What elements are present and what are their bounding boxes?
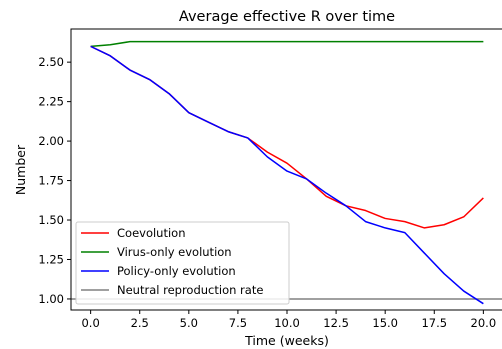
legend-label: Policy-only evolution — [117, 264, 236, 278]
y-axis-ticks: 1.00 1.25 1.50 1.75 2.00 2.25 2.50 — [38, 55, 71, 306]
legend-frame — [75, 221, 290, 305]
y-tick-label: 1.25 — [38, 252, 64, 266]
x-axis-label: Time (weeks) — [244, 333, 329, 348]
y-tick-label: 2.25 — [38, 95, 64, 109]
x-tick-label: 0.0 — [81, 316, 99, 330]
x-tick-label: 15.0 — [372, 316, 398, 330]
y-axis-label: Number — [13, 144, 28, 195]
y-tick-label: 2.00 — [38, 134, 64, 148]
x-tick-label: 5.0 — [180, 316, 198, 330]
legend: Coevolution Virus-only evolution Policy-on… — [75, 221, 290, 305]
x-axis-ticks: 0.0 2.5 5.0 7.5 10.0 12.5 15.0 17.5 20.0 — [81, 310, 496, 330]
legend-label: Neutral reproduction rate — [117, 283, 263, 297]
x-tick-label: 17.5 — [421, 316, 447, 330]
x-tick-label: 7.5 — [229, 316, 247, 330]
y-tick-label: 1.75 — [38, 174, 64, 188]
x-tick-label: 12.5 — [323, 316, 349, 330]
legend-label: Coevolution — [117, 226, 186, 240]
x-tick-label: 2.5 — [131, 316, 149, 330]
y-tick-label: 1.00 — [38, 292, 64, 306]
series-line-policy-only-evolution — [90, 45, 484, 305]
legend-label: Virus-only evolution — [117, 245, 232, 259]
y-tick-label: 1.50 — [38, 213, 64, 227]
x-tick-label: 20.0 — [471, 316, 497, 330]
series-line-virus-only-evolution — [90, 40, 484, 48]
series-line-coevolution — [90, 45, 484, 229]
chart-title: Average effective R over time — [179, 9, 395, 25]
x-tick-label: 10.0 — [274, 316, 300, 330]
y-tick-label: 2.50 — [38, 55, 64, 69]
